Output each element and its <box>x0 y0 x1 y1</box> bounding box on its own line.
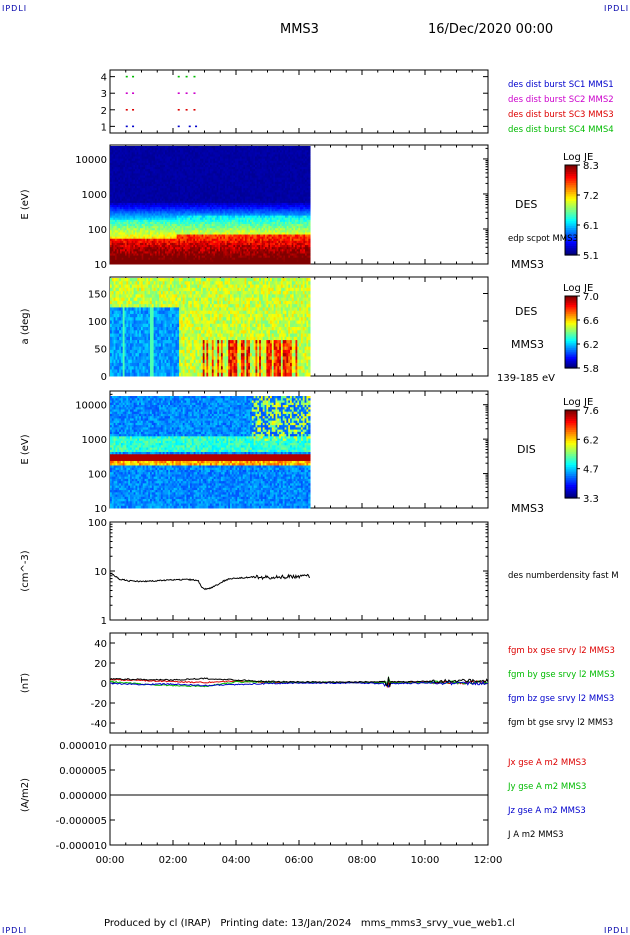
legend-entry: des dist burst SC1 MMS1 <box>508 80 614 90</box>
legend-entry: des dist burst SC4 MMS4 <box>508 125 614 135</box>
burst-mark <box>132 76 134 78</box>
burst-mark <box>193 76 195 78</box>
y-tick-label: 1 <box>101 122 107 133</box>
panel-burst: 4 3 2 1 des dist burst SC1 MMS1 des dist burs… <box>101 70 614 135</box>
burst-mark <box>178 76 180 78</box>
y-tick-label: 2 <box>101 106 107 117</box>
burst-mark <box>132 126 134 128</box>
burst-mark <box>186 76 188 78</box>
y-tick-label: 100 <box>88 225 107 236</box>
burst-mark <box>178 126 180 128</box>
panel-frame <box>110 70 488 133</box>
burst-mark <box>126 126 128 128</box>
y-axis-label: E (eV) <box>20 189 31 219</box>
burst-mark <box>193 109 195 111</box>
y-tick-label: 1000 <box>82 190 107 201</box>
y-tick-label: 4 <box>101 73 107 84</box>
burst-mark <box>178 109 180 111</box>
y-tick-label: 10 <box>94 260 107 271</box>
burst-mark <box>126 76 128 78</box>
y-tick-label: 10000 <box>75 155 107 166</box>
legend-entry: des dist burst SC2 MMS2 <box>508 95 614 105</box>
burst-mark <box>126 92 128 94</box>
burst-mark <box>186 92 188 94</box>
y-tick-label: 3 <box>101 89 107 100</box>
burst-mark <box>195 126 197 128</box>
burst-mark <box>193 92 195 94</box>
legend-entry: des dist burst SC3 MMS3 <box>508 110 614 120</box>
burst-mark <box>186 109 188 111</box>
burst-mark <box>126 109 128 111</box>
burst-mark <box>189 126 191 128</box>
burst-mark <box>132 109 134 111</box>
burst-mark <box>132 92 134 94</box>
burst-mark <box>178 92 180 94</box>
